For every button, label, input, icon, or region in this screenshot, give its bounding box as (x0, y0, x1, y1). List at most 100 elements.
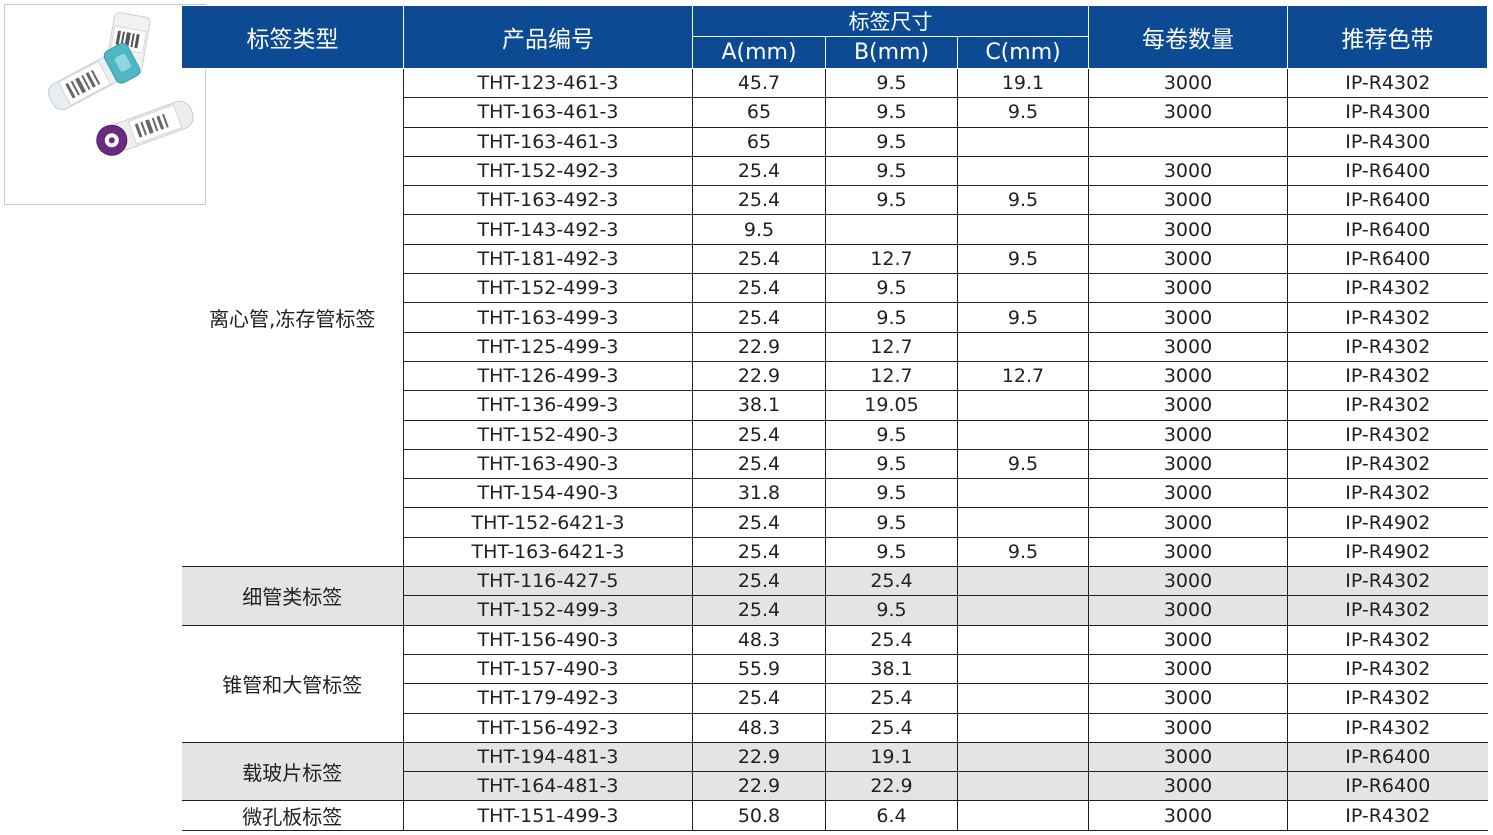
dim-c-cell (957, 566, 1090, 597)
dim-a-cell: 25.4 (692, 156, 826, 187)
product-code-cell: THT-123-461-3 (403, 68, 693, 99)
qty-cell: 3000 (1088, 800, 1289, 832)
dim-c-cell (957, 156, 1090, 187)
dim-c-cell (957, 214, 1090, 245)
ribbon-cell: IP-R4302 (1287, 332, 1488, 362)
ribbon-cell: IP-R4302 (1287, 449, 1488, 480)
ribbon-cell: IP-R6400 (1287, 156, 1488, 187)
header-label-type: 标签类型 (181, 5, 404, 69)
table-row: THT-143-492-3 9.5 3000 IP-R6400 (182, 214, 1488, 245)
dim-c-cell (957, 625, 1090, 655)
qty-cell: 3000 (1088, 625, 1289, 655)
ribbon-cell: IP-R4302 (1287, 595, 1488, 626)
ribbon-cell: IP-R4300 (1287, 97, 1488, 128)
qty-cell: 3000 (1088, 244, 1289, 275)
dim-a-cell: 48.3 (692, 625, 826, 655)
ribbon-cell: IP-R4302 (1287, 683, 1488, 714)
labeled-tubes-photo-icon (47, 12, 194, 156)
ribbon-cell: IP-R4302 (1287, 625, 1488, 655)
dim-c-cell: 9.5 (957, 537, 1090, 568)
dim-a-cell: 25.4 (692, 273, 826, 304)
dim-b-cell: 22.9 (825, 771, 958, 802)
dim-a-cell: 22.9 (692, 332, 826, 362)
table-row: THT-163-492-3 25.4 9.5 9.5 3000 IP-R6400 (182, 185, 1488, 216)
table-row: THT-152-6421-3 25.4 9.5 3000 IP-R4902 (182, 507, 1488, 538)
dim-a-cell: 25.4 (692, 420, 826, 450)
dim-a-cell: 25.4 (692, 683, 826, 714)
product-code-cell: THT-156-490-3 (403, 625, 693, 655)
qty-cell: 3000 (1088, 302, 1289, 333)
product-code-cell: THT-152-492-3 (403, 156, 693, 187)
dim-b-cell: 9.5 (825, 420, 958, 450)
header-ribbon: 推荐色带 (1287, 5, 1489, 69)
qty-cell: 3000 (1088, 420, 1289, 450)
dim-a-cell: 22.9 (692, 742, 826, 773)
dim-a-cell: 55.9 (692, 654, 826, 685)
product-code-cell: THT-116-427-5 (403, 566, 693, 597)
dim-b-cell: 9.5 (825, 97, 958, 128)
dim-b-cell: 9.5 (825, 273, 958, 304)
dim-a-cell: 48.3 (692, 713, 826, 743)
product-code-cell: THT-151-499-3 (403, 800, 693, 832)
dim-a-cell: 31.8 (692, 478, 826, 509)
table-row: 离心管,冻存管标签 THT-123-461-3 45.7 9.5 19.1 3000 IP-… (181, 68, 1488, 568)
table-row: 微孔板标签 THT-151-499-3 50.8 6.4 3000 IP-R4302 (181, 800, 1488, 832)
qty-cell: 3000 (1088, 361, 1289, 392)
table-row: 锥管和大管标签 THT-156-490-3 48.3 25.4 3000 IP-R4302 (181, 625, 1488, 743)
product-code-cell: THT-152-490-3 (403, 420, 693, 450)
table-row: THT-163-461-3 65 9.5 IP-R4300 (182, 127, 1488, 157)
qty-cell: 3000 (1088, 742, 1289, 773)
dim-b-cell: 38.1 (825, 654, 958, 685)
ribbon-cell: IP-R4302 (1287, 273, 1488, 304)
table-row: 细管类标签 THT-116-427-5 25.4 25.4 3000 IP-R4302 (181, 566, 1488, 626)
ribbon-cell: IP-R4302 (1287, 478, 1488, 509)
product-code-cell: THT-126-499-3 (403, 361, 693, 392)
dim-a-cell: 45.7 (692, 68, 826, 99)
qty-cell: 3000 (1088, 97, 1289, 128)
header-dim-b: B(mm) (825, 36, 958, 69)
header-product-code: 产品编号 (403, 5, 693, 69)
qty-cell: 3000 (1088, 156, 1289, 187)
dim-c-cell (957, 507, 1090, 538)
dim-b-cell: 19.05 (825, 390, 958, 421)
dim-b-cell: 6.4 (825, 800, 958, 832)
dim-c-cell (957, 771, 1090, 802)
dim-b-cell: 12.7 (825, 332, 958, 362)
dim-a-cell: 25.4 (692, 537, 826, 568)
dim-a-cell: 25.4 (692, 566, 826, 597)
table-row: THT-136-499-3 38.1 19.05 3000 IP-R4302 (182, 390, 1488, 421)
ribbon-cell: IP-R4300 (1287, 127, 1488, 157)
ribbon-cell: IP-R4302 (1287, 713, 1488, 743)
dim-a-cell: 65 (692, 127, 826, 157)
dim-b-cell: 25.4 (825, 625, 958, 655)
dim-c-cell (957, 683, 1090, 714)
qty-cell: 3000 (1088, 449, 1289, 480)
product-code-cell: THT-136-499-3 (403, 390, 693, 421)
product-code-cell: THT-163-461-3 (403, 97, 693, 128)
dim-b-cell: 9.5 (825, 478, 958, 509)
product-code-cell: THT-154-490-3 (403, 478, 693, 509)
header-dim-c: C(mm) (956, 36, 1090, 69)
qty-cell: 3000 (1088, 478, 1289, 509)
table-row: THT-163-499-3 25.4 9.5 9.5 3000 IP-R4302 (182, 302, 1488, 333)
dim-a-cell: 22.9 (692, 771, 826, 802)
ribbon-cell: IP-R4302 (1287, 420, 1488, 450)
label-type-cell: 锥管和大管标签 (181, 625, 404, 743)
qty-cell: 3000 (1088, 537, 1289, 568)
dim-b-cell: 12.7 (825, 244, 958, 275)
qty-cell: 3000 (1088, 68, 1289, 99)
dim-a-cell: 22.9 (692, 361, 826, 392)
product-code-cell: THT-163-461-3 (403, 127, 693, 157)
label-spec-table: 标签类型 产品编号 标签尺寸 每卷数量 推荐色带 A(mm) B(mm) C(m… (181, 5, 1489, 832)
header-label-size: 标签尺寸 (691, 5, 1090, 37)
dim-c-cell: 9.5 (957, 97, 1090, 128)
dim-b-cell: 25.4 (825, 566, 958, 597)
dim-c-cell (957, 800, 1090, 832)
dim-a-cell: 9.5 (692, 214, 826, 245)
qty-cell: 3000 (1088, 683, 1289, 714)
dim-a-cell: 38.1 (692, 390, 826, 421)
qty-cell: 3000 (1088, 273, 1289, 304)
dim-b-cell: 25.4 (825, 713, 958, 743)
dim-c-cell: 19.1 (957, 68, 1090, 99)
ribbon-cell: IP-R4302 (1287, 800, 1488, 832)
